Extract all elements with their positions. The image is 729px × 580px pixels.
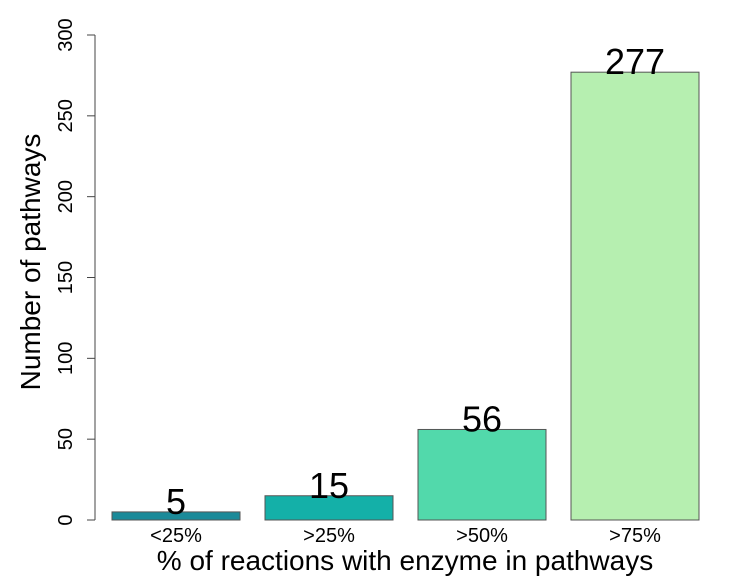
value-label: 5 [166, 481, 186, 522]
value-label: 56 [462, 398, 502, 439]
x-tick-label: >75% [609, 525, 661, 547]
value-label: 15 [309, 465, 349, 506]
x-tick-label: <25% [150, 525, 202, 547]
y-tick-label: 250 [55, 99, 77, 132]
bar [570, 71, 700, 521]
x-tick-label: >25% [303, 525, 355, 547]
bar [111, 511, 241, 521]
y-tick-label: 50 [55, 428, 77, 450]
value-label: 277 [605, 41, 665, 82]
y-tick-label: 200 [55, 180, 77, 213]
y-axis-label: Number of pathways [15, 134, 46, 391]
y-tick-label: 150 [55, 261, 77, 294]
y-tick-label: 100 [55, 342, 77, 375]
bar [417, 428, 547, 521]
x-tick-label: >50% [456, 525, 508, 547]
bar [264, 495, 394, 521]
y-tick-label: 300 [55, 18, 77, 51]
y-tick-label: 0 [55, 514, 77, 525]
x-axis-label: % of reactions with enzyme in pathways [157, 545, 653, 576]
